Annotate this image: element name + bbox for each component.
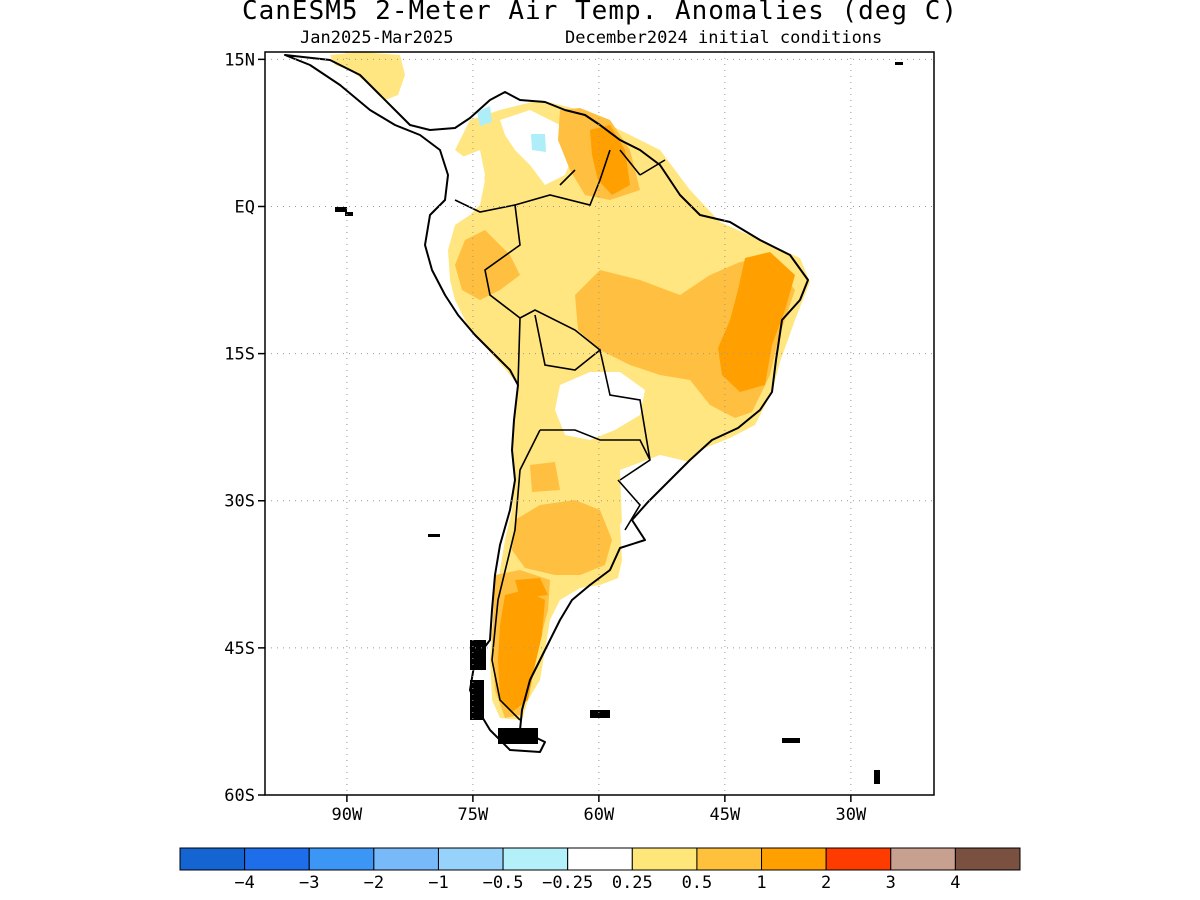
anomaly-fill-neg-0.25	[477, 106, 492, 126]
lat-tick-label: 45S	[224, 639, 255, 659]
colorbar-label: −4	[234, 873, 254, 893]
lat-tick-label: 15N	[224, 50, 255, 70]
colorbar-swatch	[825, 847, 892, 871]
colorbar-label: 0.5	[682, 873, 713, 893]
islands	[335, 62, 903, 784]
anomaly-fill-1-2-andes	[515, 578, 548, 598]
colorbar-swatch	[244, 847, 310, 871]
forecast-period: Jan2025-Mar2025	[300, 28, 454, 48]
country-borders	[454, 149, 666, 721]
anomaly-fill-1-2-northeast	[718, 252, 795, 392]
neutral-bolivia	[555, 372, 645, 440]
anomaly-fill-1-2-patagonia	[498, 590, 545, 712]
colorbar-swatch	[437, 847, 504, 871]
longitude-axis: 90W 75W 60W 45W 30W	[332, 795, 867, 825]
colorbar-swatch	[954, 847, 1021, 871]
page-title: CanESM5 2-Meter Air Temp. Anomalies (deg…	[241, 0, 959, 26]
colorbar-label: −1	[428, 873, 448, 893]
latitude-axis: 15N EQ 15S 30S 45S 60S	[224, 50, 265, 806]
anomaly-fill-0.5-1-peru	[455, 230, 520, 300]
colorbar: −4 −3 −2 −1 −0.5 −0.25 0.25 0.5 1 2 3 4	[179, 847, 1021, 893]
lon-tick-label: 45W	[709, 805, 740, 825]
anomaly-fill-neg-0.25-b	[531, 134, 546, 152]
anomaly-fill-0.5-1-chaco	[530, 462, 560, 492]
colorbar-label: 0.25	[612, 873, 653, 893]
neutral-colombia	[448, 150, 485, 215]
south-america-coastline	[284, 54, 809, 753]
colorbar-label: −3	[299, 873, 319, 893]
colorbar-swatch	[308, 847, 375, 871]
colorbar-swatch	[373, 847, 439, 871]
lat-tick-label: 30S	[224, 492, 255, 512]
anomaly-fill-0.5-1-pampas	[512, 500, 612, 575]
map-area	[284, 52, 903, 784]
anomaly-fill-central-america	[330, 52, 405, 100]
lat-tick-label: EQ	[235, 197, 255, 217]
neutral-uruguay	[620, 455, 695, 545]
colorbar-label: −0.25	[542, 873, 593, 893]
lon-tick-label: 30W	[835, 805, 866, 825]
colorbar-swatch	[890, 847, 956, 871]
colorbar-swatch	[567, 847, 633, 871]
colorbar-swatch	[696, 847, 763, 871]
colorbar-label: −2	[364, 873, 384, 893]
colorbar-swatch	[761, 847, 827, 871]
lat-tick-label: 60S	[224, 786, 255, 806]
initial-conditions: December2024 initial conditions	[565, 28, 883, 48]
colorbar-label: 1	[756, 873, 766, 893]
lon-tick-label: 90W	[332, 805, 363, 825]
colorbar-swatch	[631, 847, 698, 871]
lon-tick-label: 60W	[584, 805, 615, 825]
colorbar-swatch	[502, 847, 569, 871]
colorbar-label: 2	[821, 873, 831, 893]
lat-tick-label: 15S	[224, 345, 255, 365]
colorbar-label: 4	[950, 873, 960, 893]
colorbar-label: −0.5	[483, 873, 524, 893]
colorbar-label: 3	[886, 873, 896, 893]
colorbar-swatch	[179, 847, 246, 871]
lon-tick-label: 75W	[458, 805, 489, 825]
